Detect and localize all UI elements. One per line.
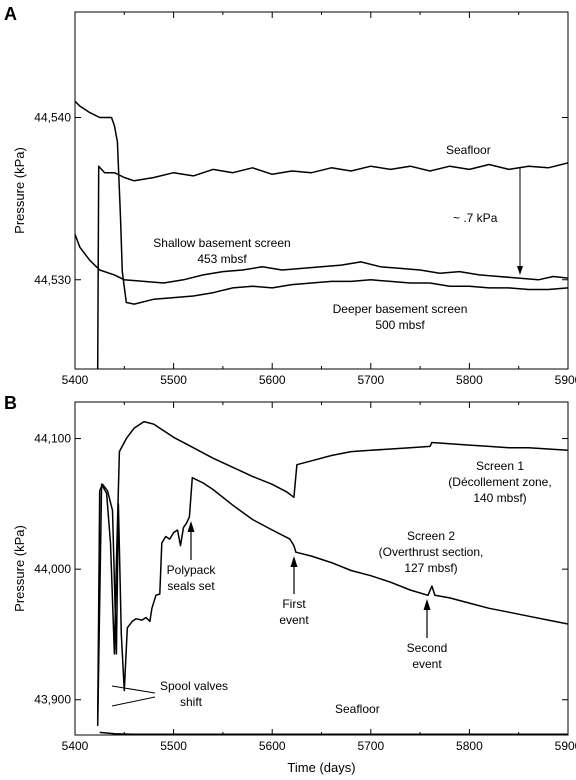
first-event-arrow-head [290, 556, 298, 567]
x-tick-label-a-5800: 5800 [456, 373, 483, 387]
x-tick-label-b-5500: 5500 [160, 739, 187, 753]
panel-b-letter: B [4, 393, 17, 413]
annotation-shallow-screen-line2: 453 mbsf [197, 252, 247, 266]
x-tick-label-a-5900: 5900 [555, 373, 576, 387]
panel-b: B 5400 5500 5600 5700 5800 5900 43,900 44,000 44… [4, 393, 576, 775]
series-line-a-1 [96, 162, 569, 370]
annotation-screen1-line1: Screen 1 [476, 459, 524, 473]
spool-pointer-upper [111, 685, 156, 694]
x-tick-label-b-5700: 5700 [357, 739, 384, 753]
series-line-b-2 [96, 476, 569, 720]
y-axis-label-a: Pressure (kPa) [12, 147, 27, 234]
series-line-b-1 [96, 420, 569, 726]
series-line-b-3 [99, 731, 568, 736]
annotation-deeper-screen-line2: 500 mbsf [375, 318, 425, 332]
x-tick-label-b-5400: 5400 [62, 739, 89, 753]
annotation-deeper-screen-line1: Deeper basement screen [333, 302, 468, 316]
x-tick-label-b-5900: 5900 [555, 739, 576, 753]
annotation-spool-line1: Spool valves [160, 679, 228, 693]
series-line-a-2 [74, 234, 569, 284]
annotation-spool-line2: shift [180, 695, 203, 709]
x-tick-label-a-5500: 5500 [160, 373, 187, 387]
plot-frame-b [74, 401, 569, 736]
polypack-arrow-head [187, 521, 195, 532]
x-tick-label-a-5700: 5700 [357, 373, 384, 387]
annotation-screen2-line3: 127 mbsf) [404, 561, 457, 575]
annotation-seafloor-a: Seafloor [446, 143, 491, 157]
y-axis-label-b: Pressure (kPa) [12, 525, 27, 612]
x-tick-label-a-5600: 5600 [259, 373, 286, 387]
annotation-screen1-line3: 140 mbsf) [473, 491, 526, 505]
series-lines-a [74, 100, 569, 370]
annotation-first-event-line2: event [279, 613, 309, 627]
spool-pointer-lower [111, 696, 156, 707]
annotation-pressure-offset: ~ .7 kPa [453, 211, 498, 225]
annotation-screen2-line1: Screen 2 [407, 529, 455, 543]
axes-b: 5400 5500 5600 5700 5800 5900 43,900 44,000 44,1… [12, 402, 576, 775]
y-tick-label-b-44000: 44,000 [34, 562, 71, 576]
x-tick-label-b-5800: 5800 [456, 739, 483, 753]
annotation-seafloor-b: Seafloor [335, 702, 380, 716]
x-axis-label-b: Time (days) [287, 760, 355, 775]
annotation-screen1-line2: (Décollement zone, [448, 475, 551, 489]
annotation-second-event-line2: event [412, 657, 442, 671]
annotation-second-event-line1: Second [407, 641, 448, 655]
x-tick-label-b-5600: 5600 [259, 739, 286, 753]
panel-a-letter: A [4, 4, 17, 24]
y-tick-label-b-43900: 43,900 [34, 693, 71, 707]
annotation-screen2-line2: (Overthrust section, [379, 545, 484, 559]
annotation-shallow-screen-line1: Shallow basement screen [153, 236, 290, 250]
second-event-arrow-head [423, 599, 431, 610]
y-tick-label-a-44530: 44,530 [34, 273, 71, 287]
plot-frame-a [74, 11, 569, 370]
axes-a: 5400 5500 5600 5700 5800 5900 44,530 44,540 Pres… [12, 12, 576, 387]
annotation-first-event-line1: First [282, 597, 306, 611]
panel-a: A 5400 5500 5600 5700 5800 5900 44,530 44,540 Pr… [4, 4, 576, 387]
y-tick-label-a-44540: 44,540 [34, 110, 71, 124]
offset-arrow-head [517, 266, 523, 275]
annotation-polypack-line2: seals set [167, 579, 215, 593]
x-tick-label-a-5400: 5400 [62, 373, 89, 387]
series-line-a-3 [74, 100, 569, 305]
annotation-polypack-line1: Polypack [167, 563, 217, 577]
y-tick-label-b-44100: 44,100 [34, 432, 71, 446]
series-lines-b [96, 420, 569, 736]
